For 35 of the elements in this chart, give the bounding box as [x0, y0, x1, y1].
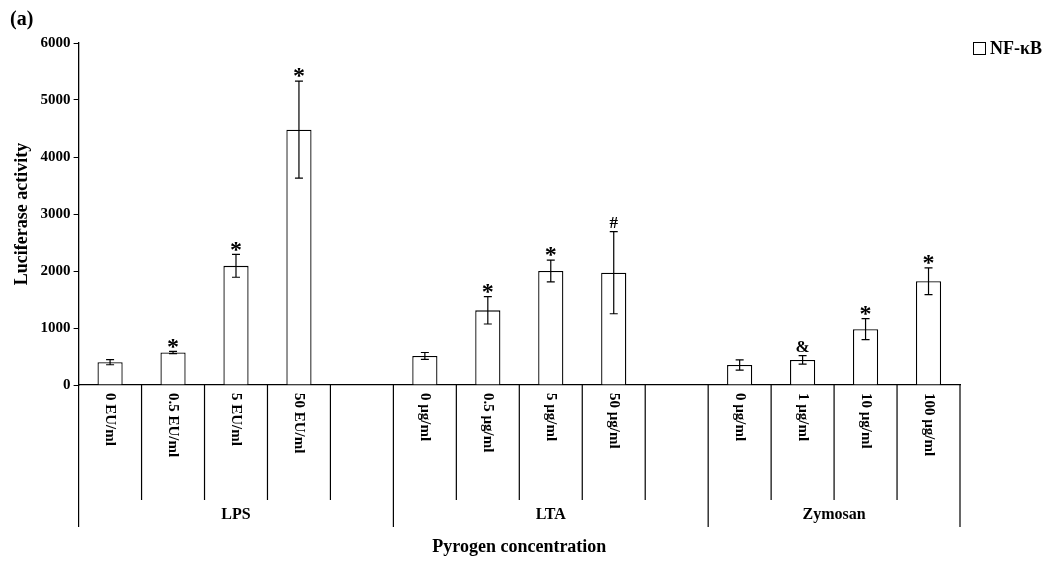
x-tick-label: 0 μg/ml	[417, 393, 434, 442]
annotation: &	[795, 336, 810, 356]
x-tick-label: 0.5 EU/ml	[166, 393, 183, 458]
text: NF-κB	[990, 38, 1042, 59]
x-tick-label: 0.5 μg/ml	[480, 393, 497, 453]
annotation: #	[609, 212, 619, 232]
annotation: *	[922, 249, 935, 276]
x-tick-label: 0 EU/ml	[103, 393, 120, 446]
x-tick-label: 100 μg/ml	[921, 393, 938, 457]
x-tick-label: 10 μg/ml	[858, 393, 875, 449]
y-tick-label: 6000	[40, 33, 71, 50]
annotation: *	[167, 332, 180, 359]
x-tick-label: 5 EU/ml	[229, 393, 246, 446]
text: LPS	[221, 505, 251, 523]
annotation: *	[481, 277, 494, 304]
y-tick-label: 2000	[40, 261, 71, 278]
y-tick-label: 0	[63, 375, 71, 392]
chart-title: (a)	[10, 7, 34, 31]
y-tick-label: 1000	[40, 318, 71, 335]
y-tick-label: 3000	[40, 204, 71, 221]
annotation: *	[544, 241, 557, 268]
x-tick-label: 0 μg/ml	[732, 393, 749, 442]
x-tick-label: 5 μg/ml	[543, 393, 560, 442]
y-tick-label: 5000	[40, 90, 71, 107]
text: Zymosan	[802, 505, 866, 524]
y-tick-label: 4000	[40, 147, 71, 164]
x-axis-title: Pyrogen concentration	[432, 535, 607, 556]
annotation: *	[292, 62, 305, 89]
annotation: *	[229, 235, 242, 262]
x-tick-label: 50 μg/ml	[606, 393, 623, 449]
y-axis-title: Luciferase activity	[11, 142, 32, 286]
x-tick-label: 50 EU/ml	[292, 393, 309, 454]
text: LTA	[535, 505, 567, 523]
x-tick-label: 1 μg/ml	[795, 393, 812, 442]
annotation: *	[859, 299, 872, 326]
